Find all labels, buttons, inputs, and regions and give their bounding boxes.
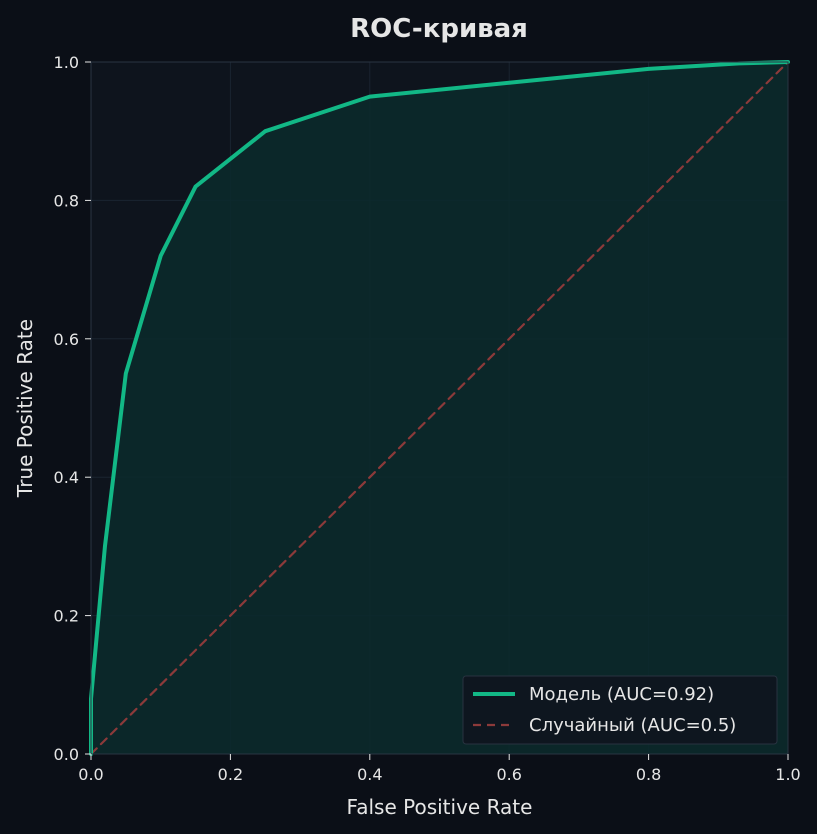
y-tick-label: 0.0 (54, 745, 79, 764)
chart-title: ROC-кривая (350, 14, 528, 44)
y-tick-label: 1.0 (54, 53, 79, 72)
y-tick-label: 0.2 (54, 607, 79, 626)
series-lines (89, 60, 790, 756)
legend-label: Случайный (AUC=0.5) (529, 715, 736, 736)
legend: Модель (AUC=0.92) Случайный (AUC=0.5) (462, 675, 778, 745)
plot-frame (90, 61, 789, 755)
series-line-random (89, 60, 790, 756)
y-tick-label: 0.4 (54, 468, 79, 487)
x-tick-label: 1.0 (775, 765, 800, 784)
axes: 0.0 0.2 0.4 0.6 0.8 1.0 0.0 0.2 0.4 0.6 0.8 1.0 (54, 53, 801, 784)
x-tick-label: 0.0 (78, 765, 103, 784)
y-tick-label: 0.8 (54, 191, 79, 210)
x-tick-label: 0.2 (218, 765, 243, 784)
series-line-model (89, 60, 790, 756)
x-axis-label: False Positive Rate (347, 795, 533, 819)
x-tick-label: 0.8 (636, 765, 661, 784)
y-axis-label: True Positive Rate (13, 319, 37, 498)
legend-box (462, 675, 778, 745)
x-tick-label: 0.6 (496, 765, 521, 784)
y-tick-label: 0.6 (54, 330, 79, 349)
legend-label: Модель (AUC=0.92) (529, 684, 714, 705)
x-tick-label: 0.4 (357, 765, 382, 784)
